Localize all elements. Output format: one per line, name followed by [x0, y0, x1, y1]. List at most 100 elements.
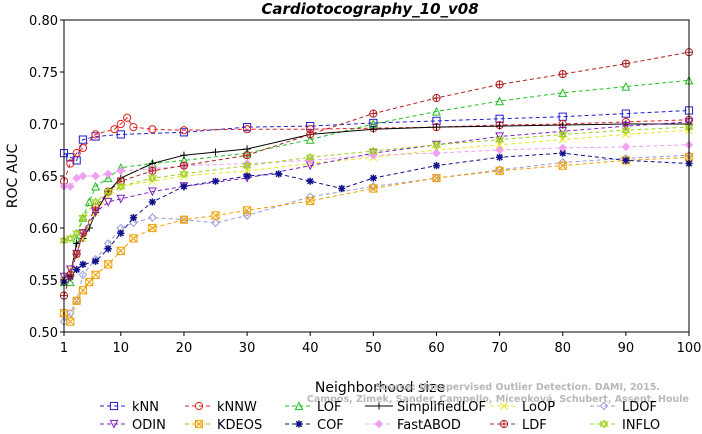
- x-tick-label: 90: [618, 341, 635, 356]
- data-point: [72, 228, 82, 236]
- data-point: [73, 250, 81, 258]
- data-point: [368, 146, 378, 154]
- data-point: [116, 246, 125, 255]
- data-point: [558, 129, 568, 138]
- data-point: [305, 154, 315, 162]
- legend-label: INFLO: [622, 418, 660, 433]
- data-point: [306, 130, 315, 139]
- data-point: [621, 109, 630, 118]
- data-point: [495, 135, 505, 143]
- data-point: [242, 206, 252, 215]
- data-point: [66, 182, 75, 191]
- legend-marker: [194, 419, 204, 429]
- data-point: [72, 249, 81, 259]
- legend-item-ldf: LDF: [490, 418, 547, 433]
- series-line: [63, 123, 689, 279]
- data-point: [275, 170, 283, 178]
- data-point: [66, 270, 75, 279]
- data-point: [558, 88, 568, 97]
- x-tick-label: 10: [113, 341, 130, 356]
- y-tick-label: 0.60: [29, 222, 58, 237]
- x-tick-label: 30: [239, 341, 256, 356]
- series-line: [63, 126, 690, 241]
- legend-item-cof: COF: [285, 418, 344, 433]
- x-tick-label: 100: [677, 341, 702, 356]
- data-point: [242, 151, 252, 160]
- data-point: [179, 169, 189, 177]
- data-point: [116, 130, 125, 139]
- data-point: [432, 94, 441, 102]
- plot-frame: [63, 19, 690, 333]
- data-point: [432, 106, 441, 116]
- x-tick-label: 40: [302, 341, 319, 356]
- data-point: [129, 218, 138, 228]
- series-ldf: [59, 48, 694, 300]
- data-point: [621, 142, 631, 152]
- axes-layer: 0.50 0.55 0.60 0.65 0.70 0.75 0.80 1 10 20 30 40 50 6…: [29, 14, 701, 356]
- data-point: [91, 130, 100, 139]
- y-tick-label: 0.50: [29, 326, 58, 341]
- data-point: [432, 173, 441, 183]
- data-point: [558, 131, 568, 139]
- data-point: [129, 214, 138, 222]
- data-point: [558, 135, 567, 144]
- data-point: [91, 199, 101, 207]
- data-point: [103, 187, 113, 195]
- legend-marker: [500, 420, 508, 428]
- series-line: [64, 79, 690, 283]
- data-point: [103, 188, 113, 197]
- data-point: [110, 125, 119, 134]
- data-point: [622, 156, 630, 164]
- series-line: [63, 110, 690, 162]
- data-point: [91, 181, 100, 191]
- data-point: [147, 187, 157, 197]
- legend-marker: [109, 401, 119, 411]
- data-point: [242, 161, 252, 169]
- data-point: [495, 96, 505, 106]
- data-point: [91, 197, 101, 205]
- data-point: [85, 224, 93, 232]
- legend-label: FastABOD: [397, 418, 461, 433]
- data-point: [73, 266, 81, 274]
- data-point: [495, 114, 504, 123]
- data-point: [179, 171, 189, 179]
- data-point: [559, 70, 567, 78]
- data-point: [78, 270, 88, 280]
- data-point: [66, 317, 75, 326]
- data-point: [369, 125, 377, 133]
- data-point: [179, 126, 189, 135]
- series-simplifiedlof: [60, 120, 693, 282]
- data-point: [91, 257, 100, 265]
- data-point: [558, 143, 568, 153]
- legend-marker: [194, 401, 204, 411]
- data-point: [116, 194, 126, 204]
- data-point: [558, 161, 567, 170]
- y-tick-label: 0.65: [29, 170, 58, 185]
- data-point: [116, 183, 126, 191]
- data-point: [432, 123, 441, 131]
- data-point: [78, 143, 88, 153]
- legend-label: KDEOS: [217, 418, 262, 433]
- data-point: [242, 162, 252, 171]
- data-point: [65, 233, 75, 242]
- legend-item-odin: ODIN: [100, 418, 166, 433]
- data-point: [147, 175, 157, 183]
- data-point: [495, 145, 504, 155]
- data-point: [621, 81, 631, 91]
- data-point: [305, 134, 315, 144]
- data-point: [148, 223, 157, 233]
- data-point: [432, 93, 441, 103]
- data-point: [78, 171, 88, 181]
- legend-label: LDOF: [622, 400, 657, 415]
- data-point: [179, 215, 189, 224]
- data-point: [211, 211, 220, 220]
- x-tick-label: 50: [365, 341, 382, 356]
- data-point: [242, 125, 252, 134]
- data-point: [123, 113, 132, 122]
- data-point: [78, 286, 88, 295]
- legend-label: kNN: [132, 400, 159, 415]
- x-tick-label: 1: [60, 341, 68, 356]
- legend-marker: [599, 401, 609, 411]
